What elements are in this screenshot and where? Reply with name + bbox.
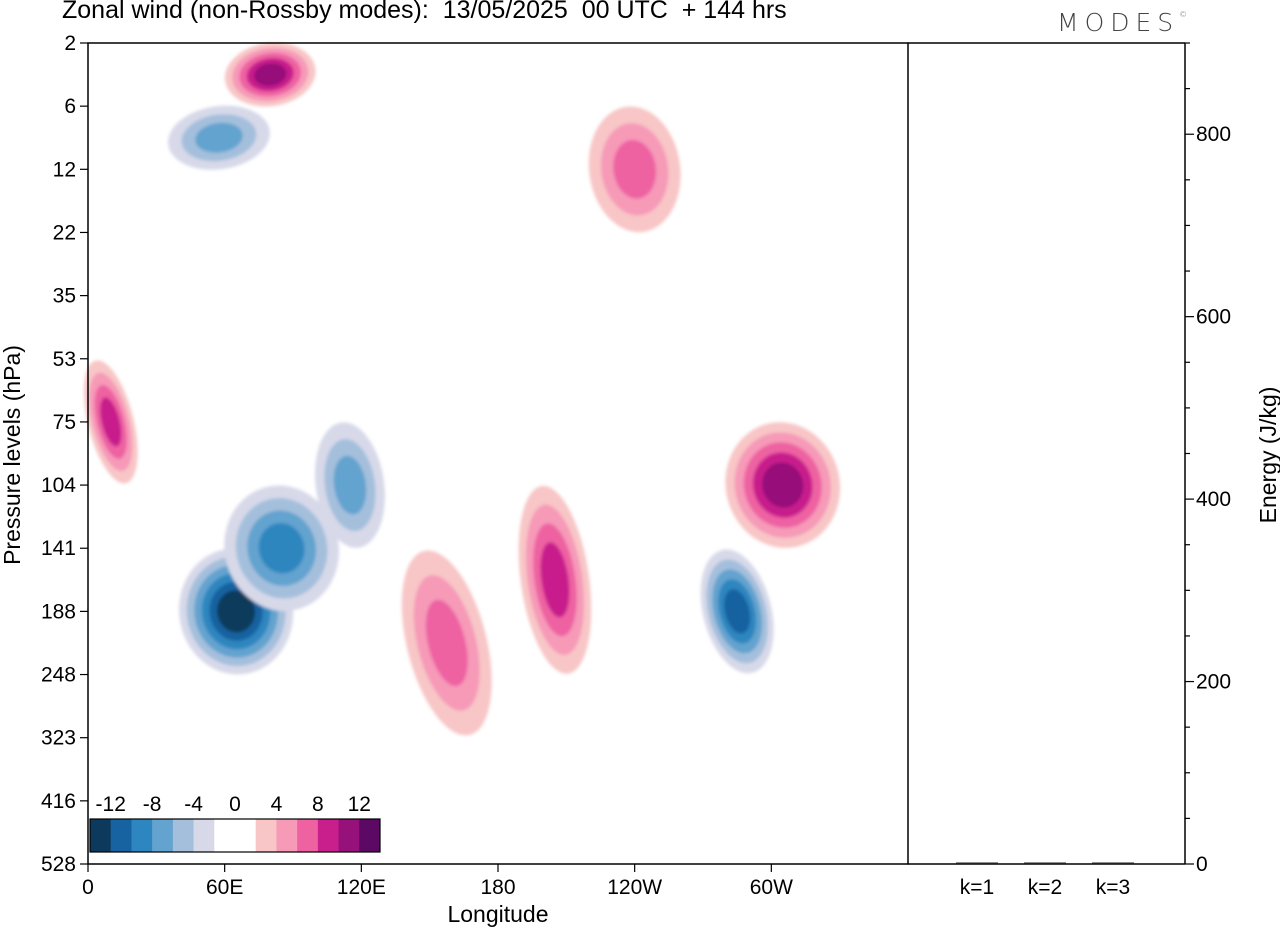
energy-tick-label: 600 — [1196, 306, 1231, 329]
energy-bar — [1024, 862, 1066, 864]
colorbar-label: -8 — [143, 793, 162, 816]
contour-region — [588, 106, 681, 233]
y-tick-label: 104 — [41, 474, 76, 497]
brand-text: MODES — [1057, 8, 1180, 37]
contour-level — [613, 139, 657, 199]
colorbar-swatch — [90, 819, 112, 852]
contour-region — [725, 422, 841, 548]
contour-level — [253, 63, 287, 87]
colorbar-swatch — [235, 819, 257, 852]
y-tick-label: 12 — [53, 158, 76, 181]
colorbar-swatch — [276, 819, 298, 852]
colorbar-label: 4 — [271, 793, 283, 816]
contour-level — [762, 462, 804, 508]
colorbar-swatch — [152, 819, 174, 852]
pressure-axis-ticks: 2 6 12 22 35 53 75 104 141 188 248 323 416 528 — [41, 32, 88, 876]
colorbar-swatch — [172, 819, 195, 852]
contour-region — [224, 42, 316, 107]
contour-region — [83, 360, 138, 484]
chart-title: Zonal wind (non-Rossby modes): 13/05/202… — [62, 0, 787, 24]
contour-level — [333, 455, 367, 515]
contour-level — [100, 397, 122, 447]
colorbar-swatch — [193, 819, 215, 852]
colorbar-swatch — [297, 819, 319, 852]
y-tick-label: 2 — [64, 32, 76, 55]
y-tick-label: 141 — [41, 537, 76, 560]
y-tick-label: 35 — [53, 285, 76, 308]
x-axis-title: Longitude — [447, 901, 548, 927]
y-tick-label: 323 — [41, 727, 76, 750]
energy-bar-panel: k=1 k=2 k=3 0 200 400 600 800 — [908, 42, 1231, 899]
contour-level — [540, 542, 570, 618]
energy-tick-label: 200 — [1196, 671, 1231, 694]
colorbar-swatch — [317, 819, 340, 852]
longitude-axis-ticks: 0 60E 120E 180 120W 60W — [82, 864, 793, 899]
colorbar-swatch — [255, 819, 277, 852]
contour-level — [425, 599, 468, 687]
contour-region — [401, 550, 492, 736]
colorbar-label: -12 — [96, 793, 126, 816]
contour-level — [195, 122, 243, 153]
bar-category-label: k=2 — [1028, 876, 1062, 899]
y-tick-label: 188 — [41, 600, 76, 623]
y-tick-label: 528 — [41, 853, 76, 876]
y-axis-title: Pressure levels (hPa) — [0, 345, 25, 565]
colorbar-swatch — [131, 819, 153, 852]
contour-region — [224, 485, 339, 612]
bar-category-label: k=3 — [1096, 876, 1130, 899]
y-tick-label: 416 — [41, 790, 76, 813]
colorbar-label: 8 — [312, 793, 324, 816]
colorbar-label: 12 — [348, 793, 371, 816]
contour-level — [258, 523, 305, 574]
y-tick-label: 6 — [64, 95, 76, 118]
bar-category-label: k=1 — [960, 876, 994, 899]
energy-axis-ticks: 0 200 400 600 800 — [1185, 42, 1231, 876]
heatmap-plot: -12 -8 -4 0 4 8 12 — [83, 42, 909, 865]
energy-tick-label: 0 — [1196, 853, 1208, 876]
x-tick-label: 180 — [480, 876, 515, 899]
contour-region — [168, 105, 270, 170]
y-tick-label: 248 — [41, 664, 76, 687]
y-tick-label: 53 — [53, 348, 76, 371]
contour-region — [518, 485, 592, 674]
heatmap-contours — [83, 42, 841, 736]
x-tick-label: 120E — [337, 876, 386, 899]
colorbar-swatch — [338, 819, 360, 852]
colorbar — [88, 788, 382, 855]
contour-region — [700, 549, 774, 674]
colorbar-swatch — [110, 819, 132, 852]
colorbar-swatch — [214, 819, 236, 852]
colorbar-label: -4 — [184, 793, 203, 816]
colorbar-swatch — [359, 819, 381, 852]
energy-bars: k=1 k=2 k=3 — [956, 862, 1134, 899]
brand-logo: MODES© — [1057, 8, 1187, 37]
contour-region — [314, 422, 385, 548]
x-tick-label: 120W — [607, 876, 662, 899]
colorbar-labels: -12 -8 -4 0 4 8 12 — [96, 793, 371, 816]
x-tick-label: 0 — [82, 876, 94, 899]
colorbar-label: 0 — [229, 793, 241, 816]
energy-bar — [956, 862, 998, 864]
energy-tick-label: 800 — [1196, 123, 1231, 146]
colorbar-frame — [89, 818, 381, 853]
x-tick-label: 60E — [206, 876, 243, 899]
contour-level — [724, 589, 751, 634]
brand-mark: © — [1179, 10, 1188, 19]
energy-axis-title: Energy (J/kg) — [1255, 387, 1280, 524]
y-tick-label: 75 — [53, 411, 76, 434]
energy-tick-label: 400 — [1196, 488, 1231, 511]
contour-level — [217, 590, 256, 633]
x-tick-label: 60W — [750, 876, 793, 899]
y-tick-label: 22 — [53, 221, 76, 244]
energy-bar — [1092, 862, 1134, 864]
